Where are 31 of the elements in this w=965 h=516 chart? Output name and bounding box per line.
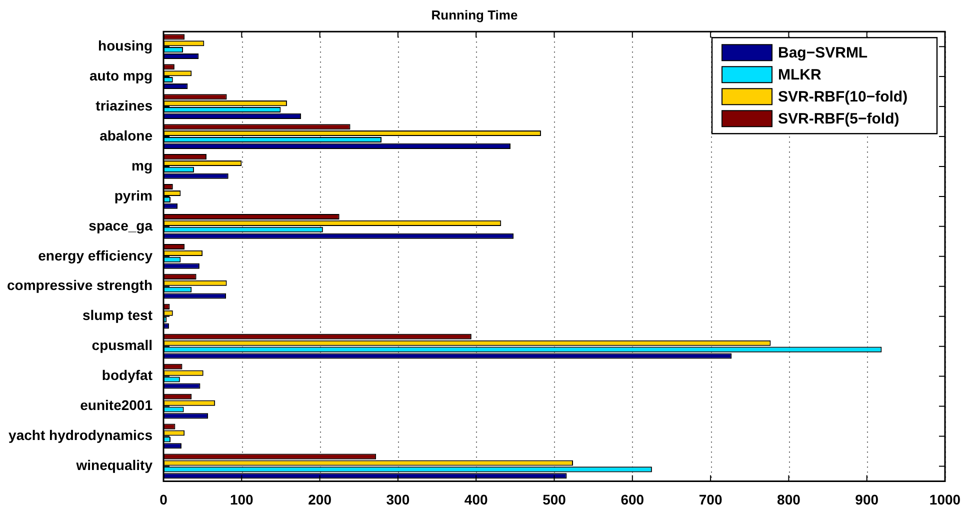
y-tick-label: winequality [75,457,153,474]
x-tick-label: 300 [386,491,410,508]
x-tick-label: 500 [542,491,566,508]
x-tick-label: 1000 [929,491,961,508]
x-tick-label: 200 [308,491,332,508]
x-tick-label: 700 [698,491,722,508]
y-tick-label: housing [98,37,152,54]
y-tick-label: space_ga [88,217,153,234]
x-tick-label: 100 [230,491,254,508]
y-tick-label: bodyfat [102,367,153,384]
legend-label: SVR-RBF(10−fold) [778,88,908,106]
legend-label: SVR-RBF(5−fold) [778,110,900,128]
y-tick-label: abalone [100,127,153,144]
y-tick-label: eunite2001 [80,397,153,414]
chart-title: Running Time [431,7,518,22]
y-tick-label: auto mpg [89,67,152,84]
x-tick-label: 900 [855,491,879,508]
legend-label: MLKR [778,66,822,84]
y-tick-label: yacht hydrodynamics [8,427,153,444]
x-tick-label: 600 [620,491,644,508]
y-tick-label: mg [131,157,152,174]
y-tick-label: triazines [96,97,153,114]
y-tick-label: energy efficiency [38,247,153,264]
legend-label: Bag−SVRML [778,44,868,62]
y-tick-label: cpusmall [92,337,152,354]
y-tick-label: slump test [82,307,153,324]
y-tick-label: pyrim [114,187,152,204]
x-tick-label: 800 [777,491,801,508]
x-tick-label: 0 [160,491,168,508]
y-tick-label: compressive strength [6,277,152,294]
x-tick-label: 400 [464,491,488,508]
